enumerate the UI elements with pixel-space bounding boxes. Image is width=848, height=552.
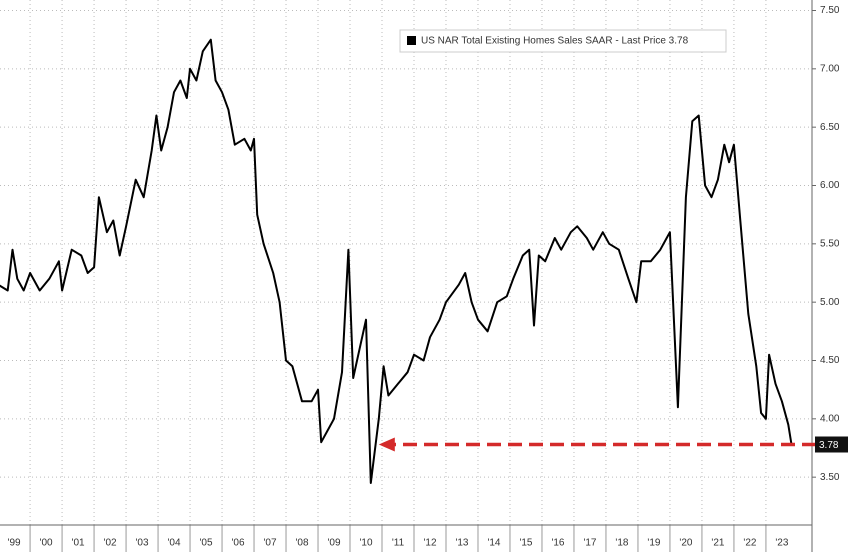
x-tick-label: '21 (711, 538, 724, 549)
x-tick-label: '99 (8, 538, 21, 549)
x-tick-label: '16 (551, 538, 564, 549)
arrow-head (378, 437, 395, 452)
last-value-box (815, 436, 848, 453)
x-tick-label: '18 (615, 538, 628, 549)
x-tick-label: '20 (679, 538, 692, 549)
y-tick-label: 5.00 (820, 297, 840, 308)
x-tick-label: '09 (327, 538, 340, 549)
series-line (0, 38, 793, 484)
legend-box (399, 29, 727, 53)
x-tick-label: '15 (519, 538, 532, 549)
legend: US NAR Total Existing Homes Sales SAAR -… (399, 29, 727, 53)
y-tick-label: 5.50 (820, 238, 840, 249)
x-tick-label: '04 (168, 538, 181, 549)
y-tick-label: 4.00 (820, 413, 840, 424)
y-tick-label: 4.50 (820, 355, 840, 366)
y-tick-label: 6.50 (820, 122, 840, 133)
x-tick-label: '13 (455, 538, 468, 549)
y-tick-label: 7.50 (820, 5, 840, 16)
x-tick-label: '00 (40, 538, 53, 549)
x-tick-label: '22 (743, 538, 756, 549)
x-tick-label: '07 (264, 538, 277, 549)
x-tick-label: '12 (423, 538, 436, 549)
x-tick-label: '05 (200, 538, 213, 549)
last-value-label: 3.78 (819, 440, 839, 451)
y-tick-label: 3.50 (820, 472, 840, 483)
x-tick-label: '23 (775, 538, 788, 549)
x-tick-label: '06 (232, 538, 245, 549)
y-tick-label: 7.00 (820, 63, 840, 74)
legend-label: US NAR Total Existing Homes Sales SAAR -… (421, 36, 689, 47)
x-tick-label: '17 (583, 538, 596, 549)
x-tick-label: '08 (295, 538, 308, 549)
x-tick-label: '01 (72, 538, 85, 549)
x-tick-label: '11 (392, 538, 405, 549)
x-tick-label: '14 (487, 538, 500, 549)
x-tick-label: '19 (647, 538, 660, 549)
x-tick-label: '02 (104, 538, 117, 549)
x-tick-label: '10 (359, 538, 372, 549)
y-tick-label: 6.00 (820, 180, 840, 191)
legend-swatch (407, 36, 416, 45)
x-tick-label: '03 (136, 538, 149, 549)
